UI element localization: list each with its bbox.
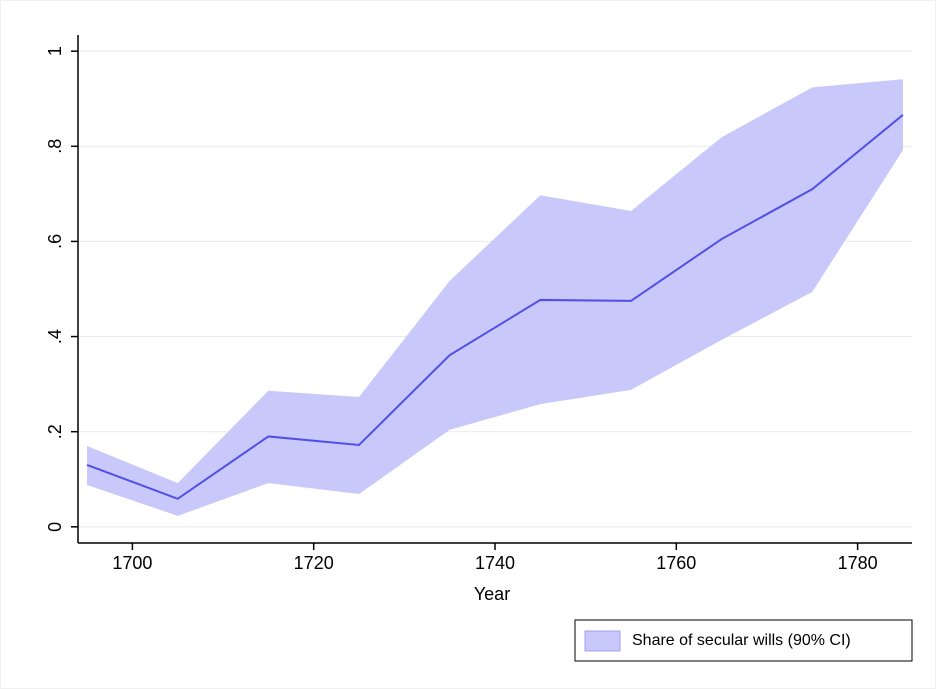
x-tick-label: 1720 [294, 553, 334, 573]
y-tick-label: .6 [45, 234, 65, 249]
legend-swatch [584, 630, 621, 652]
y-tick-label: 1 [45, 46, 65, 56]
y-tick-label: .8 [45, 139, 65, 154]
x-tick-label: 1780 [838, 553, 878, 573]
y-tick-label: .4 [45, 329, 65, 344]
x-axis-label: Year [474, 584, 510, 604]
x-tick-label: 1700 [112, 553, 152, 573]
x-tick-label: 1760 [656, 553, 696, 573]
x-tick-label: 1740 [475, 553, 515, 573]
line [86, 114, 904, 500]
legend-label: Share of secular wills (90% CI) [632, 632, 851, 649]
y-tick-label: .2 [45, 424, 65, 439]
ci-band [87, 79, 903, 516]
legend-box [574, 619, 913, 662]
y-tick-label: 0 [45, 522, 65, 532]
